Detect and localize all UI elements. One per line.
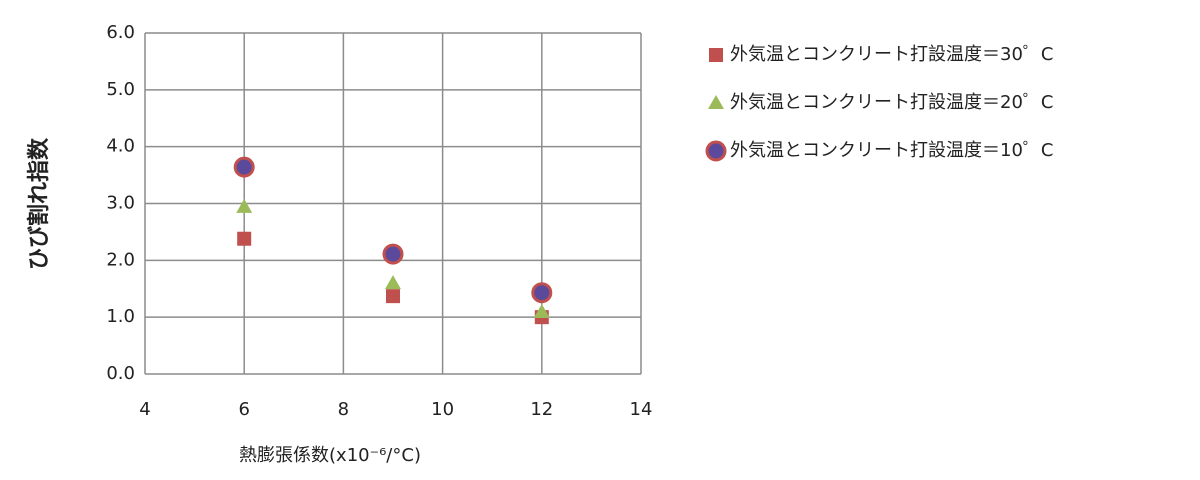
- y-tick-label: 0.0: [106, 363, 135, 384]
- y-tick-label: 4.0: [106, 136, 135, 157]
- y-tick-label: 1.0: [106, 306, 135, 327]
- x-tick-label: 6: [238, 399, 249, 420]
- legend-label: 外気温とコンクリート打設温度＝10゜C: [730, 140, 1053, 161]
- x-tick-label: 4: [139, 399, 150, 420]
- marker: [705, 140, 727, 162]
- y-tick-label: 2.0: [106, 249, 135, 270]
- marker: [236, 198, 253, 213]
- marker: [237, 231, 252, 246]
- legend-label: 外気温とコンクリート打設温度＝20゜C: [730, 92, 1053, 113]
- legend-label: 外気温とコンクリート打設温度＝30゜C: [730, 44, 1053, 65]
- marker: [531, 282, 553, 304]
- y-tick-label: 5.0: [106, 79, 135, 100]
- y-axis-label: ひび割れ指数: [26, 137, 52, 270]
- x-tick-label: 12: [530, 399, 553, 420]
- x-tick-label: 10: [431, 399, 454, 420]
- marker: [233, 156, 255, 178]
- y-tick-label: 3.0: [106, 193, 135, 214]
- marker: [533, 304, 550, 319]
- marker: [709, 48, 723, 62]
- x-tick-label: 14: [630, 399, 653, 420]
- marker: [382, 243, 404, 265]
- marker: [385, 275, 401, 290]
- y-tick-label: 6.0: [106, 22, 135, 43]
- marker: [708, 95, 724, 109]
- x-tick-label: 8: [338, 399, 349, 420]
- x-axis-label: 熱膨張係数(x10⁻⁶/°C): [239, 445, 421, 466]
- marker: [386, 289, 400, 304]
